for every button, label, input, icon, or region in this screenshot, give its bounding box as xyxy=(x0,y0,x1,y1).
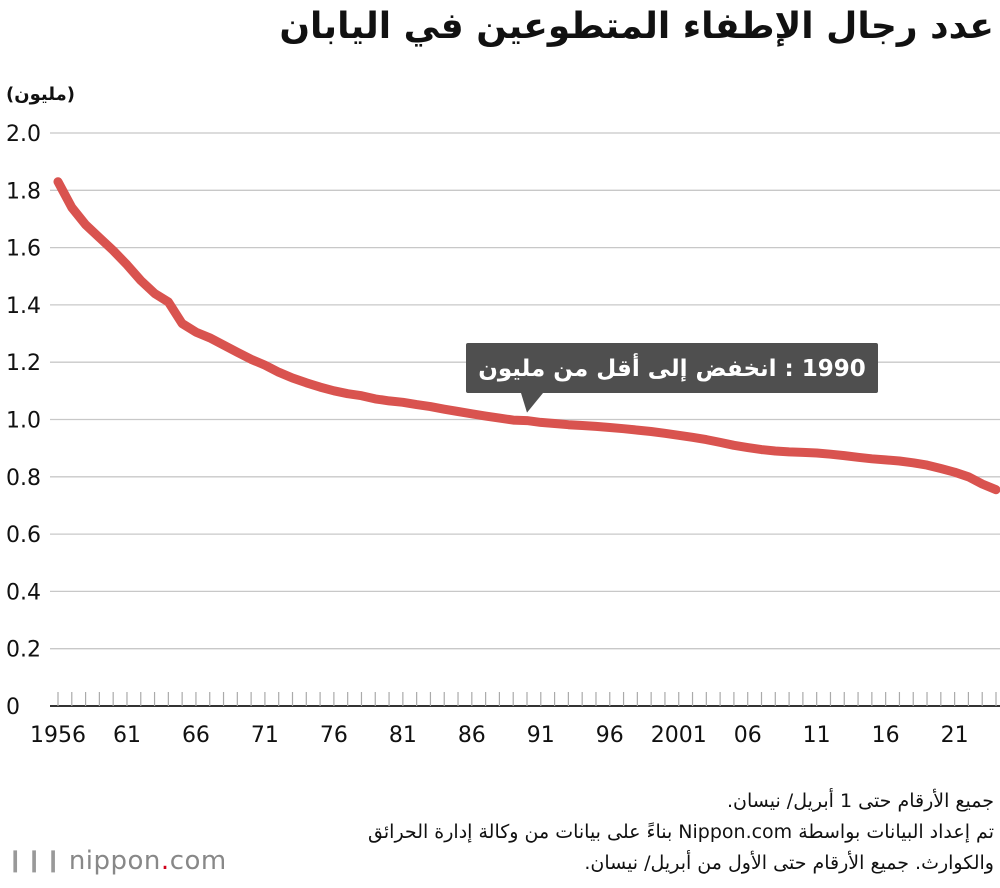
x-tick-label: 21 xyxy=(941,723,969,748)
y-axis-unit-label: (مليون) xyxy=(6,84,75,105)
y-tick-label: 1.8 xyxy=(6,179,41,204)
x-tick-label: 96 xyxy=(596,723,624,748)
x-tick-label: 61 xyxy=(113,723,141,748)
callout-box xyxy=(466,343,878,393)
y-tick-label: 1.2 xyxy=(6,351,41,376)
callout-pointer xyxy=(521,393,543,413)
y-tick-label: 0.2 xyxy=(6,638,41,663)
footnotes: جميع الأرقام حتى 1 أبريل/ نيسان. تم إعدا… xyxy=(294,786,994,879)
x-tick-label: 11 xyxy=(803,723,831,748)
x-tick-label: 06 xyxy=(734,723,762,748)
logo-name: nippon xyxy=(68,846,161,876)
callout-label: 1990 : انخفض إلى أقل من مليون xyxy=(478,352,866,382)
y-axis-tick-labels: 0 0.2 0.4 0.6 0.8 1.0 1.2 1.4 1.6 1.8 2.0 xyxy=(6,122,41,720)
x-tick-label: 1956 xyxy=(30,723,86,748)
x-tick-label: 91 xyxy=(527,723,555,748)
y-tick-label: 1.4 xyxy=(6,294,41,319)
y-tick-label: 1.0 xyxy=(6,409,41,434)
y-tick-label: 0 xyxy=(6,695,20,720)
x-tick-label: 2001 xyxy=(651,723,707,748)
y-tick-label: 0.8 xyxy=(6,466,41,491)
nippon-mark-icon: ❙❙❙ xyxy=(6,848,63,873)
y-tick-label: 0.4 xyxy=(6,580,41,605)
y-tick-label: 0.6 xyxy=(6,523,41,548)
x-tick-label: 71 xyxy=(251,723,279,748)
series-layer xyxy=(53,177,1000,495)
footnote-source: تم إعداد البيانات بواسطة Nippon.com بناء… xyxy=(368,821,994,874)
x-tick-label: 76 xyxy=(320,723,348,748)
logo-tld: com xyxy=(169,846,227,876)
x-tick-label: 81 xyxy=(389,723,417,748)
chart-title: عدد رجال الإطفاء المتطوعين في اليابان xyxy=(279,6,994,47)
x-tick-label: 86 xyxy=(458,723,486,748)
series-line xyxy=(53,177,1000,495)
x-tick-label: 16 xyxy=(872,723,900,748)
y-tick-label: 2.0 xyxy=(6,122,41,147)
x-tick-label: 66 xyxy=(182,723,210,748)
callout-annotation: 1990 : انخفض إلى أقل من مليون xyxy=(466,343,878,413)
nippon-logo: ❙❙❙ nippon.com xyxy=(6,846,227,876)
x-axis-ticks: 1956 61 66 71 76 81 86 91 96 2001 06 11 16 21 xyxy=(30,692,997,748)
line-chart: 0 0.2 0.4 0.6 0.8 1.0 1.2 1.4 1.6 1.8 2.0 1956 61 66… xyxy=(6,122,1000,748)
y-tick-label: 1.6 xyxy=(6,237,41,262)
footnote-dates: جميع الأرقام حتى 1 أبريل/ نيسان. xyxy=(727,790,994,812)
logo-dot: . xyxy=(160,846,170,876)
